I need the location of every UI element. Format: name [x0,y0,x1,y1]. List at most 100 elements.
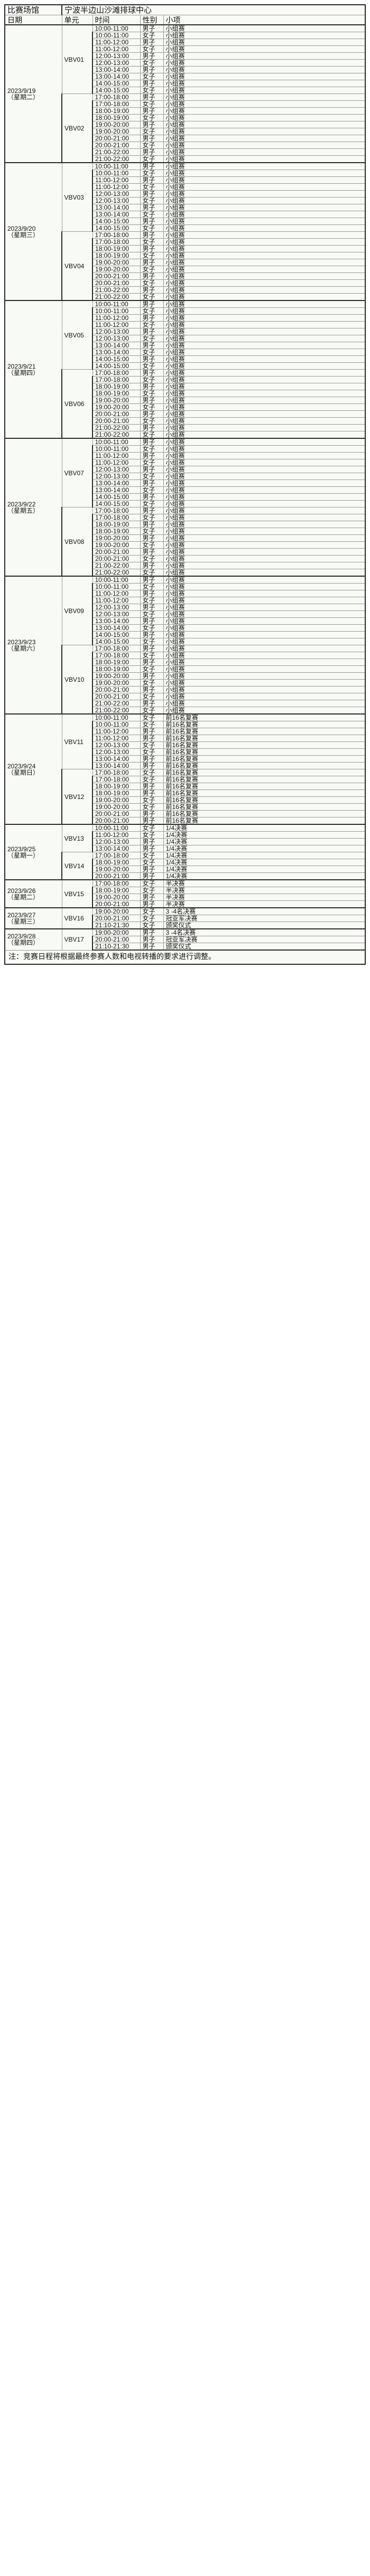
unit-cell: VBV02 [61,93,93,163]
time-cell: 14:00-15:00 [92,638,141,645]
date-cell: 2023/9/21 （星期四） [4,300,62,439]
event-cell: 前16名复赛 [163,721,366,728]
gender-cell: 女子 [140,652,164,659]
event-cell: 小组赛 [163,252,366,259]
event-cell: 小组赛 [163,197,366,204]
time-cell: 21:10-21:30 [92,943,141,951]
gender-cell: 男子 [140,93,164,101]
unit-cell: VBV10 [61,645,93,714]
event-cell: 小组赛 [163,686,366,693]
table-row: 10:00-11:00 女子 小组赛 [5,170,366,177]
time-cell: 19:00-20:00 [92,397,141,404]
time-cell: 14:00-15:00 [92,80,141,87]
table-row: 12:00-13:00 女子 前16名复赛 [5,748,366,756]
unit-cell: VBV09 [61,576,93,645]
event-cell: 小组赛 [163,183,366,191]
event-cell: 半决赛 [163,894,366,901]
gender-cell: 男子 [140,728,164,735]
gender-cell: 女子 [140,713,164,721]
gender-cell: 女子 [140,721,164,728]
event-cell: 1/4决赛 [163,831,366,839]
gender-cell: 女子 [140,500,164,507]
event-cell: 小组赛 [163,59,366,67]
table-row: 11:00-12:00 女子 小组赛 [5,459,366,466]
event-cell: 小组赛 [163,486,366,494]
event-cell: 小组赛 [163,349,366,356]
time-cell: 13:00-14:00 [92,342,141,349]
date-value: 2023/9/27 [7,911,36,919]
time-cell: 19:00-20:00 [92,796,141,804]
weekday-value: （星期六） [7,644,40,652]
time-cell: 19:00-20:00 [92,259,141,266]
time-cell: 19:00-20:00 [92,403,141,411]
time-cell: 18:00-19:00 [92,114,141,121]
time-cell: 12:00-13:00 [92,190,141,198]
time-cell: 10:00-11:00 [92,445,141,453]
gender-cell: 女子 [140,238,164,246]
event-cell: 1/4决赛 [163,866,366,873]
unit-cell: VBV15 [61,879,93,908]
gender-cell: 男子 [140,631,164,638]
time-cell: 17:00-18:00 [92,238,141,246]
gender-cell: 男子 [140,735,164,742]
time-cell: 17:00-18:00 [92,507,141,514]
event-cell: 小组赛 [163,362,366,370]
table-row: 13:00-14:00 女子 小组赛 [5,73,366,80]
table-row: 19:00-20:00 女子 前16名复赛 [5,796,366,804]
table-row: 12:00-13:00 男子 小组赛 [5,466,366,473]
event-cell: 小组赛 [163,307,366,315]
date-cell: 2023/9/23 （星期六） [4,576,62,714]
table-row: 12:00-13:00 男子 小组赛 [5,328,366,335]
time-cell: 19:00-20:00 [92,907,141,915]
time-cell: 10:00-11:00 [92,307,141,315]
table-row: 10:00-11:00 女子 前16名复赛 [5,721,366,728]
event-cell: 小组赛 [163,245,366,252]
event-cell: 小组赛 [163,480,366,487]
table-row: 20:00-21:00 女子 小组赛 [5,279,366,287]
time-cell: 18:00-19:00 [92,107,141,115]
gender-cell: 女子 [140,252,164,259]
event-cell: 小组赛 [163,100,366,108]
time-cell: 20:00-21:00 [92,915,141,922]
time-cell: 14:00-15:00 [92,493,141,501]
gender-cell: 女子 [140,803,164,811]
gender-cell: 男子 [140,300,164,308]
time-cell: 11:00-12:00 [92,321,141,328]
time-cell: 11:00-12:00 [92,597,141,604]
table-row: 11:00-12:00 男子 前16名复赛 [5,735,366,742]
event-cell: 小组赛 [163,645,366,652]
time-cell: 20:00-21:00 [92,817,141,825]
unit-cell: VBV05 [61,300,93,370]
table-row: 18:00-19:00 男子 小组赛 [5,659,366,666]
venue-header-row: 比赛场馆 宁波半边山沙滩排球中心 [4,4,366,15]
gender-cell: 男子 [140,659,164,666]
gender-cell: 男子 [140,424,164,431]
event-cell: 小组赛 [163,590,366,597]
event-cell: 小组赛 [163,624,366,632]
table-row: 12:00-13:00 男子 小组赛 [5,190,366,198]
event-cell: 小组赛 [163,500,366,507]
gender-cell: 男子 [140,342,164,349]
gender-cell: 男子 [140,452,164,459]
time-cell: 14:00-15:00 [92,224,141,232]
table-row: 11:00-12:00 男子 小组赛 [5,176,366,184]
event-cell: 小组赛 [163,541,366,549]
gender-cell: 女子 [140,776,164,783]
time-cell: 21:00-22:00 [92,562,141,569]
date-cell: 2023/9/22 （星期五） [4,438,62,577]
table-row: 19:00-20:00 男子 小组赛 [5,121,366,128]
event-cell: 小组赛 [163,335,366,342]
gender-cell: 男子 [140,162,164,170]
date-value: 2023/9/20 [7,224,36,232]
time-cell: 10:00-11:00 [92,32,141,39]
time-cell: 13:00-14:00 [92,845,141,852]
event-cell: 小组赛 [163,52,366,60]
time-cell: 13:00-14:00 [92,204,141,211]
table-row: 11:00-12:00 女子 小组赛 [5,183,366,191]
gender-cell: 男子 [140,936,164,943]
gender-cell: 女子 [140,922,164,929]
gender-cell: 女子 [140,831,164,839]
table-row: 17:00-18:00 女子 小组赛 [5,238,366,246]
gender-cell: 男子 [140,810,164,817]
time-cell: 13:00-14:00 [92,762,141,769]
